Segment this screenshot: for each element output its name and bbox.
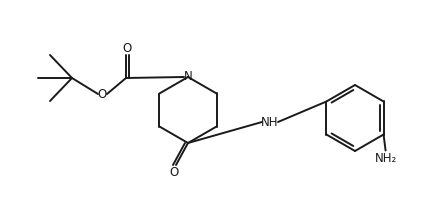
Text: O: O bbox=[97, 88, 107, 100]
Text: O: O bbox=[122, 42, 132, 54]
Text: NH₂: NH₂ bbox=[374, 152, 397, 165]
Text: O: O bbox=[169, 166, 179, 180]
Text: N: N bbox=[183, 71, 192, 84]
Text: NH: NH bbox=[261, 116, 279, 129]
